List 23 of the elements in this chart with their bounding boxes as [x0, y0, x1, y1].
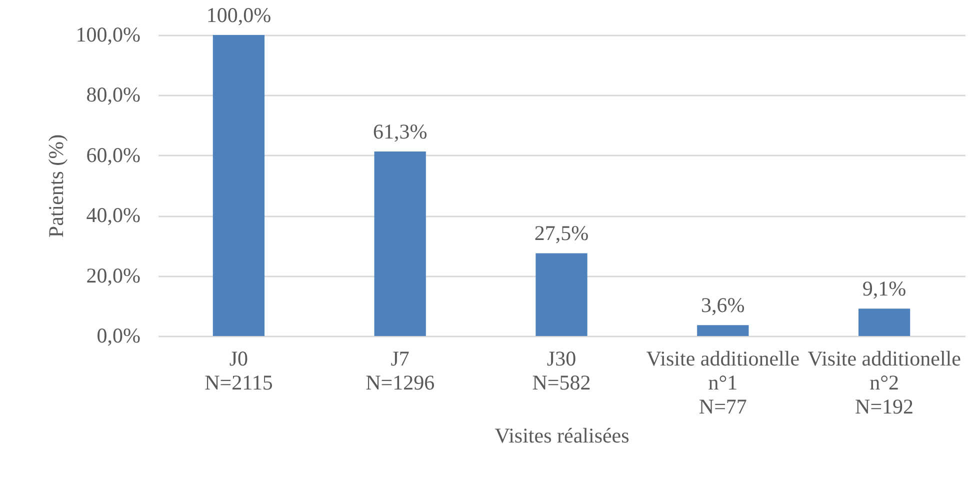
- x-axis-title: Visites réalisées: [494, 424, 630, 448]
- y-tick-label: 0,0%: [96, 324, 140, 348]
- data-label: 100,0%: [206, 3, 272, 27]
- x-tick-label: Visite additionelle n°1 N=77: [646, 346, 800, 418]
- y-tick-label: 40,0%: [86, 203, 140, 228]
- data-label: 9,1%: [862, 276, 906, 301]
- x-tick-label: J0 N=2115: [204, 346, 273, 394]
- bar: [858, 308, 910, 336]
- data-label: 61,3%: [372, 119, 428, 144]
- y-axis-title: Patients (%): [44, 134, 68, 238]
- y-tick-label: 20,0%: [86, 263, 140, 288]
- bar: [374, 151, 426, 336]
- data-label: 3,6%: [701, 293, 745, 318]
- x-tick-label: J30 N=582: [532, 346, 591, 394]
- bar: [697, 325, 749, 336]
- y-tick-label: 100,0%: [76, 22, 140, 46]
- bar: [536, 253, 588, 336]
- y-tick-label: 60,0%: [86, 142, 140, 167]
- y-tick-label: 80,0%: [86, 82, 140, 107]
- bar: [212, 35, 265, 336]
- x-tick-label: J7 N=1296: [366, 346, 435, 394]
- data-label: 27,5%: [534, 221, 589, 246]
- x-tick-label: Visite additionelle n°2 N=192: [808, 346, 961, 418]
